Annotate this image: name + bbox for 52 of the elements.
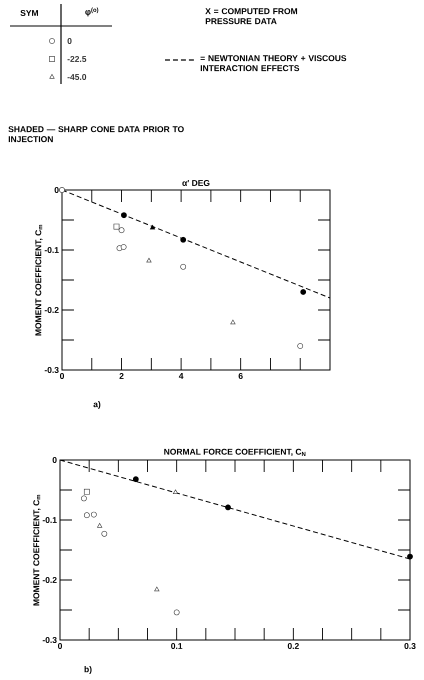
legend-label: = NEWTONIAN THEORY + VISCOUS INTERACTION EFFECTS [200,55,346,72]
point [81,496,87,502]
x-tick-label: 0.3 [404,643,416,650]
point [172,490,178,494]
point [297,343,304,349]
point [114,224,120,230]
point [118,227,124,234]
point [180,236,186,243]
text: a) [93,401,100,409]
text: SYM [20,10,38,16]
point [150,224,156,230]
point [132,476,139,482]
legend-label: 0 [68,38,72,44]
point [97,523,102,528]
text: X = COMPUTED FROM PRESSURE DATA [205,8,298,24]
text: b) [84,666,92,674]
y-tick-label: -0.2 [42,577,57,583]
legend-label: -22.5 [68,56,86,62]
point [180,264,186,270]
y-tick-label: -0.3 [44,367,59,373]
point [84,488,90,495]
y-tick-label: 0 [54,187,59,193]
x-tick-label: 4 [178,373,184,379]
y-tick-label: -0.3 [42,637,57,644]
point [300,289,306,295]
x-tick-label: 0.1 [171,643,182,650]
legend-title: φ$^{(o)}$ [85,8,98,16]
x-tick-label: 0 [60,373,64,380]
point [154,586,160,592]
point [84,512,90,518]
y-tick-label: -0.2 [44,307,59,313]
point [230,320,236,324]
x-tick-label: 2 [120,373,124,379]
point [146,258,152,262]
y-tick-label: -0.1 [44,247,59,253]
legend-label: -45.0 [68,74,86,80]
x-tick-label: 0.2 [288,643,299,650]
point [225,504,231,510]
text: SHADED — SHARP CONE DATA PRIOR TO INJECTION [8,126,184,142]
y-tick-label: -0.1 [42,517,57,523]
point [121,212,127,218]
point [90,512,97,518]
x-axis-title: α′ DEG [182,180,210,186]
x-axis-title: NORMAL FORCE COEFFICIENT, C$_{N}$ [164,448,306,456]
y-tick-label: 0 [52,457,57,463]
point [101,530,108,537]
y-axis-title: MOMENT COEFFICIENT, C$_{m}$ [35,224,43,336]
point [120,244,127,250]
point [407,554,413,560]
point [174,610,180,616]
y-axis-title: MOMENT COEFFICIENT, C$_{m}$ [33,494,41,606]
x-tick-label: 6 [238,373,243,380]
